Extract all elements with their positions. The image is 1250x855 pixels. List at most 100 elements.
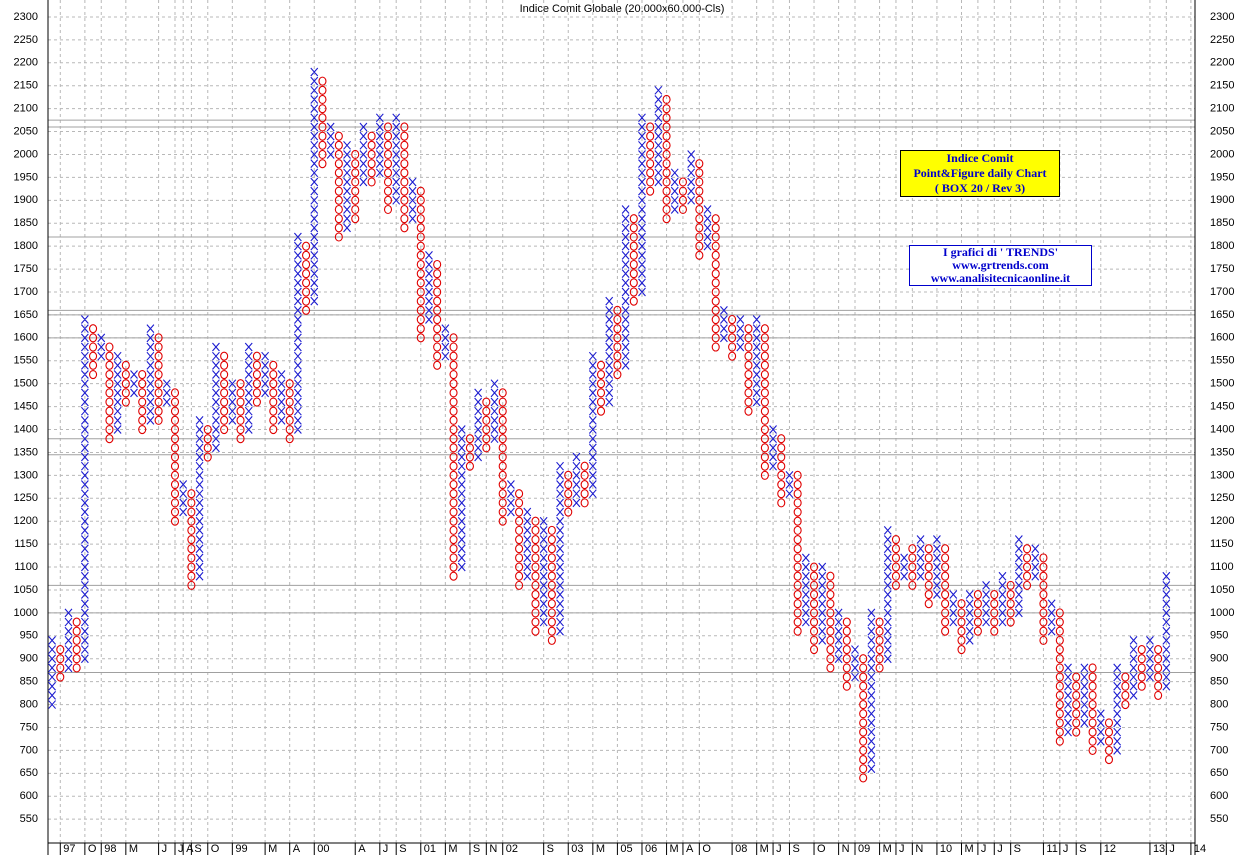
x-column: [556, 461, 564, 636]
y-tick-label: 1850: [14, 217, 38, 229]
o-column: [170, 388, 180, 526]
y-tick-label-right: 1150: [1210, 538, 1234, 550]
o-column: [662, 94, 671, 224]
o-column: [941, 544, 950, 636]
x-column: [687, 150, 696, 205]
o-column: [121, 360, 130, 407]
x-column: [1162, 571, 1171, 691]
o-column: [318, 76, 327, 169]
o-column: [89, 324, 98, 380]
x-tick-label: M: [596, 843, 605, 855]
x-tick-label: 98: [104, 843, 116, 855]
y-tick-label-right: 850: [1210, 676, 1228, 688]
o-column: [1072, 672, 1081, 737]
x-tick-label: A: [686, 843, 694, 855]
o-column: [678, 177, 687, 215]
o-column: [613, 305, 622, 380]
x-tick-label: J: [383, 843, 389, 855]
y-tick-label-right: 1400: [1210, 423, 1234, 435]
o-column: [1104, 718, 1114, 765]
x-column: [359, 122, 368, 187]
x-column: [326, 122, 335, 159]
x-column: [785, 470, 794, 499]
x-tick-label: M: [268, 843, 277, 855]
x-column: [801, 553, 810, 627]
x-tick-label: 06: [645, 843, 657, 855]
x-tick-label: 10: [940, 843, 952, 855]
y-tick-label-right: 1600: [1210, 332, 1234, 344]
x-column: [588, 351, 597, 499]
x-column: [982, 581, 990, 627]
x-tick-label: J: [981, 843, 987, 855]
y-tick-label: 800: [20, 698, 38, 710]
y-tick-label-right: 750: [1210, 721, 1228, 733]
x-column: [474, 388, 483, 462]
x-column: [113, 351, 122, 434]
x-column: [228, 379, 237, 425]
x-tick-label: M: [448, 843, 457, 855]
x-column: [1064, 663, 1072, 737]
o-column: [809, 562, 819, 655]
x-tick-label: O: [817, 843, 826, 855]
x-column: [425, 250, 433, 324]
x-tick-label: 97: [63, 843, 75, 855]
y-tick-label: 1900: [14, 194, 38, 206]
o-column: [449, 333, 458, 581]
y-tick-label-right: 1900: [1210, 194, 1234, 206]
o-column: [924, 544, 933, 609]
y-tick-label-right: 1100: [1210, 561, 1234, 573]
y-tick-label-right: 2150: [1210, 80, 1234, 92]
x-column: [621, 205, 630, 370]
x-tick-label: M: [883, 843, 892, 855]
y-tick-label: 2300: [14, 11, 38, 23]
x-column: [605, 296, 614, 407]
y-tick-label-right: 900: [1210, 653, 1228, 665]
y-tick-label-right: 600: [1210, 790, 1228, 802]
x-column: [48, 636, 57, 709]
x-tick-label: N: [489, 843, 497, 855]
y-tick-label: 1750: [14, 263, 38, 275]
x-column: [916, 535, 925, 581]
o-column: [252, 351, 261, 407]
x-column: [146, 324, 155, 425]
o-column: [1006, 580, 1015, 627]
o-column: [777, 434, 786, 508]
y-tick-label-right: 650: [1210, 767, 1228, 779]
x-tick-label: S: [1014, 843, 1021, 855]
o-column: [760, 324, 769, 480]
x-column: [654, 85, 663, 187]
x-column: [1080, 663, 1089, 728]
x-column: [949, 590, 958, 627]
x-column: [490, 379, 499, 444]
x-tick-label: A: [293, 843, 301, 855]
x-column: [1146, 636, 1154, 682]
x-tick-label: 99: [235, 843, 247, 855]
o-column: [908, 544, 917, 590]
x-tick-label: M: [129, 843, 138, 855]
x-column: [375, 113, 384, 178]
x-column: [883, 526, 892, 664]
o-column: [728, 314, 737, 361]
o-column: [465, 434, 474, 471]
x-tick-label: M: [760, 843, 769, 855]
o-column: [826, 571, 835, 673]
o-column: [793, 470, 802, 636]
x-column: [506, 480, 515, 517]
y-tick-label: 1950: [14, 171, 38, 183]
o-column: [351, 149, 360, 224]
y-tick-label: 1350: [14, 446, 38, 458]
y-tick-label: 1700: [14, 286, 38, 298]
o-column: [646, 122, 655, 196]
y-tick-label-right: 550: [1210, 813, 1228, 825]
o-column: [400, 122, 409, 233]
x-column: [572, 452, 581, 508]
x-tick-label: J: [178, 843, 184, 855]
o-column: [564, 470, 573, 517]
y-tick-label: 1550: [14, 355, 38, 367]
o-column: [1137, 645, 1146, 691]
x-column: [80, 315, 89, 664]
x-column: [130, 370, 138, 398]
x-tick-label: 08: [735, 843, 747, 855]
o-column: [859, 654, 868, 783]
x-tick-label: S: [792, 843, 799, 855]
